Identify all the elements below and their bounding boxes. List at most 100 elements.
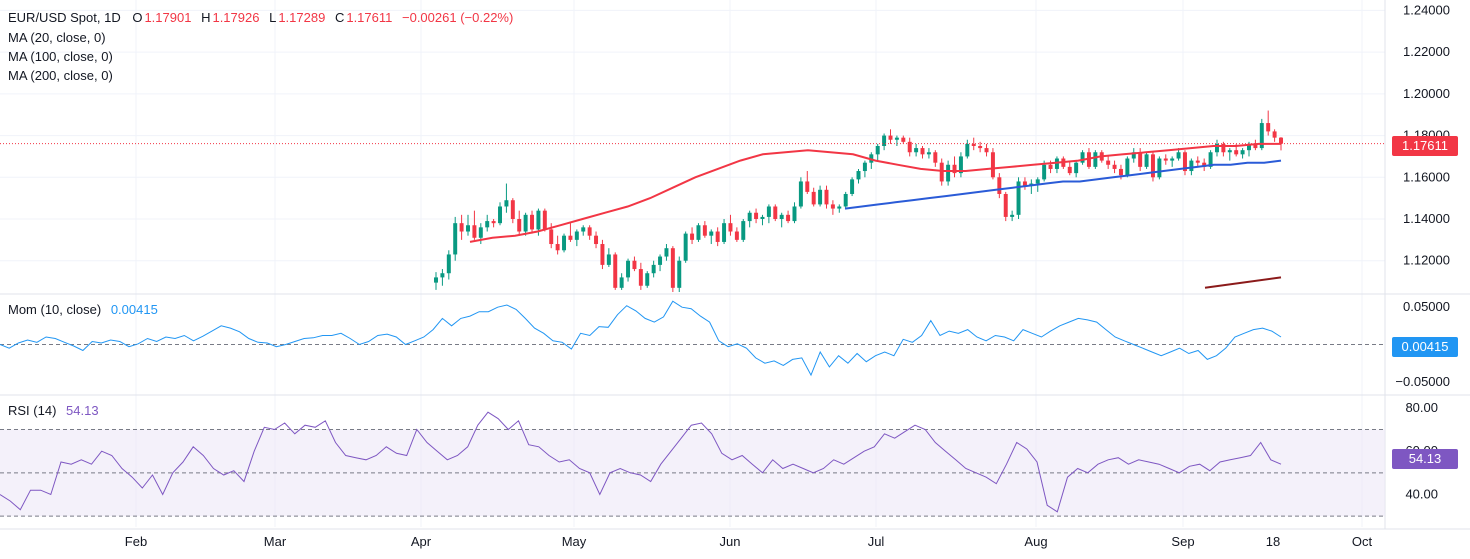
- candle: [741, 219, 746, 242]
- candle: [709, 229, 714, 245]
- candle: [1106, 156, 1111, 169]
- candle: [1112, 160, 1117, 174]
- candle: [632, 256, 637, 272]
- candle: [952, 156, 957, 178]
- candle: [446, 250, 451, 280]
- candle: [990, 148, 995, 180]
- momentum-value: 0.00415: [110, 302, 158, 317]
- candle: [555, 235, 560, 255]
- price-tick-label: 1.24000: [1403, 2, 1450, 17]
- candle: [466, 214, 470, 236]
- candle: [645, 271, 650, 288]
- low-label: L: [269, 10, 277, 25]
- candle: [1215, 139, 1219, 157]
- candle: [658, 254, 663, 272]
- ma20-legend: MA (20, close, 0): [8, 30, 106, 45]
- candle: [530, 210, 535, 234]
- high-value: 1.17926: [212, 10, 260, 25]
- rsi-line: [0, 411, 1282, 513]
- candle: [837, 204, 842, 213]
- candle: [971, 137, 976, 151]
- close-label: C: [334, 10, 345, 25]
- symbol-label: EUR/USD Spot, 1D: [8, 10, 121, 25]
- candle: [933, 150, 938, 167]
- candle: [856, 168, 861, 184]
- candle: [1010, 210, 1015, 222]
- change-value: −0.00261 (−0.22%): [402, 10, 514, 25]
- candle: [939, 158, 944, 186]
- candle: [920, 146, 925, 159]
- time-axis-label: Sep: [1171, 534, 1194, 549]
- close-value: 1.17611: [346, 10, 393, 25]
- time-axis-label: Feb: [125, 534, 147, 549]
- candle: [696, 223, 701, 242]
- candle: [453, 216, 458, 261]
- momentum-tick-label: 0.05000: [1403, 299, 1450, 314]
- price-tick-label: 1.16000: [1403, 169, 1450, 184]
- candle: [587, 225, 592, 240]
- candle: [978, 141, 983, 153]
- candle: [1150, 152, 1155, 182]
- candle: [747, 210, 752, 228]
- candle: [862, 160, 867, 178]
- candle: [766, 204, 771, 224]
- candle: [901, 135, 906, 144]
- time-axis-label: Mar: [264, 534, 287, 549]
- time-axis-label: Aug: [1024, 534, 1047, 549]
- candle: [946, 160, 951, 186]
- candle: [1003, 191, 1008, 222]
- candle: [504, 183, 509, 213]
- candle: [619, 273, 624, 290]
- price-tick-label: 1.12000: [1403, 253, 1450, 268]
- candle: [626, 258, 631, 282]
- time-axis-label: Apr: [411, 534, 432, 549]
- rsi-tick-label: 80.00: [1405, 400, 1438, 415]
- candle: [997, 173, 1002, 199]
- candle: [523, 212, 528, 236]
- candle: [1093, 150, 1098, 169]
- rsi-legend: RSI (14) 54.13: [8, 401, 101, 421]
- candle: [568, 223, 573, 242]
- candle: [1138, 148, 1143, 172]
- candle: [1016, 177, 1021, 219]
- price-legend: EUR/USD Spot, 1D O 1.17901 H 1.17926 L 1.17…: [8, 8, 515, 28]
- candle: [542, 208, 547, 232]
- candle: [440, 269, 445, 286]
- momentum-line: [0, 300, 1282, 377]
- candle: [498, 202, 502, 226]
- candle: [1125, 156, 1130, 178]
- candle: [894, 135, 899, 146]
- candle: [1240, 148, 1245, 159]
- candle: [683, 231, 688, 263]
- candle: [875, 143, 880, 161]
- candle: [830, 200, 835, 215]
- candle: [786, 210, 791, 224]
- candle: [754, 208, 759, 224]
- momentum-legend: Mom (10, close) 0.00415: [8, 300, 160, 320]
- momentum-label: Mom (10, close): [8, 302, 102, 317]
- candle: [914, 143, 919, 157]
- candle: [984, 143, 989, 157]
- candle: [510, 198, 515, 224]
- rsi-band: [0, 429, 1385, 517]
- time-axis-label: Jul: [868, 534, 885, 549]
- candle: [1157, 156, 1162, 180]
- candle: [824, 185, 829, 209]
- ma100-line: [844, 159, 1282, 210]
- ma100-legend: MA (100, close, 0): [8, 49, 113, 64]
- candle: [843, 191, 848, 209]
- price-tick-label: 1.14000: [1403, 211, 1450, 226]
- time-axis-label: 18: [1266, 534, 1280, 549]
- price-tick-label: 1.22000: [1403, 44, 1450, 59]
- candle: [926, 148, 931, 159]
- candle: [798, 177, 803, 209]
- candle: [734, 227, 739, 242]
- rsi-pane: [0, 411, 1385, 517]
- candle: [638, 262, 643, 290]
- candle: [1163, 154, 1168, 165]
- time-axis-label: Jun: [720, 534, 741, 549]
- candle: [581, 225, 586, 236]
- candle: [1054, 156, 1059, 174]
- candle: [1272, 129, 1277, 142]
